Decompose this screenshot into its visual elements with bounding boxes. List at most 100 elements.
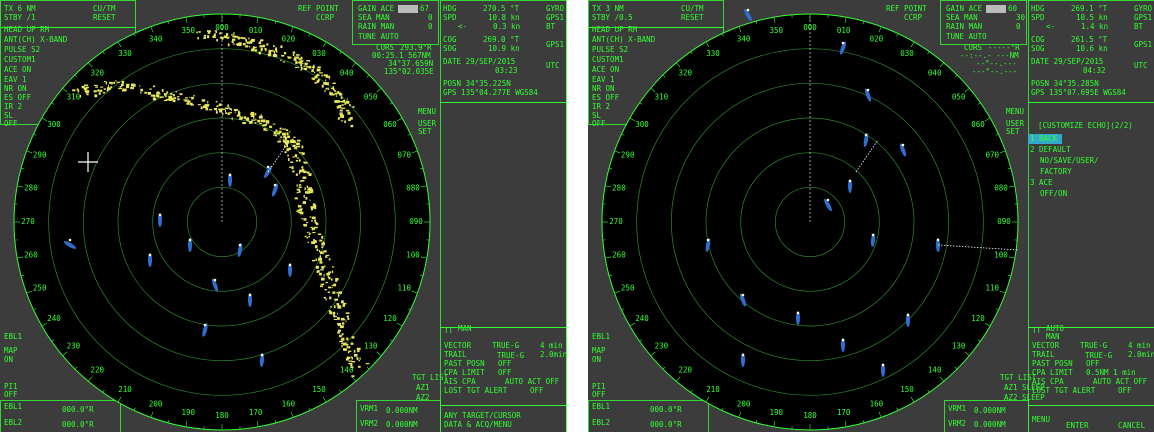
land-echo bbox=[294, 56, 296, 59]
land-echo bbox=[341, 107, 346, 109]
label-item1[interactable]: 1 BACK bbox=[1030, 134, 1058, 143]
land-echo bbox=[347, 351, 350, 354]
land-echo bbox=[280, 45, 283, 49]
land-echo bbox=[301, 152, 305, 155]
bearing-label: 100 bbox=[994, 251, 1008, 260]
label-vrm2-val: 0.000NM bbox=[386, 420, 418, 429]
land-echo bbox=[293, 136, 296, 138]
label-curs-brg: -----°R bbox=[988, 43, 1020, 52]
land-echo bbox=[344, 120, 346, 124]
land-echo bbox=[332, 291, 336, 294]
land-echo bbox=[308, 235, 310, 238]
land-echo bbox=[337, 323, 341, 327]
land-echo bbox=[196, 31, 198, 34]
label-item2[interactable]: 2 DEFAULT bbox=[1030, 145, 1071, 154]
land-echo bbox=[287, 158, 290, 162]
bearing-scale-tick bbox=[639, 102, 643, 105]
land-echo bbox=[236, 114, 241, 117]
label-utc: UTC bbox=[1134, 61, 1148, 70]
label-drift: <- bbox=[458, 22, 467, 31]
label-set[interactable]: SET bbox=[418, 127, 432, 136]
land-echo bbox=[334, 298, 339, 301]
land-echo bbox=[279, 138, 281, 140]
label-tgt-list[interactable]: TGT LIST bbox=[412, 373, 449, 382]
bearing-scale-tick bbox=[88, 62, 93, 68]
land-echo bbox=[172, 99, 176, 103]
land-echo bbox=[323, 296, 327, 299]
land-echo bbox=[251, 119, 255, 121]
land-echo bbox=[84, 84, 89, 86]
land-echo bbox=[313, 71, 316, 74]
land-echo bbox=[232, 35, 237, 38]
label-user[interactable]: USER bbox=[418, 119, 437, 128]
label-menu[interactable]: MENU bbox=[418, 107, 436, 116]
label-tt-mode: MAN bbox=[458, 324, 472, 333]
land-echo bbox=[338, 105, 342, 108]
land-echo bbox=[299, 208, 303, 210]
label-enter[interactable]: ENTER bbox=[1066, 421, 1089, 430]
target-head bbox=[848, 179, 852, 183]
label-map-on: ON bbox=[4, 355, 13, 364]
label-spd-val: 10.8 kn bbox=[488, 13, 520, 22]
land-echo bbox=[290, 139, 293, 143]
bearing-label: 270 bbox=[21, 217, 35, 226]
land-echo bbox=[299, 60, 303, 64]
target-echo bbox=[202, 323, 208, 337]
bearing-scale-tick bbox=[376, 88, 382, 93]
land-echo bbox=[337, 317, 340, 320]
label-ais-val: AUTO ACT OFF bbox=[1093, 377, 1148, 386]
land-echo bbox=[221, 108, 226, 110]
land-echo bbox=[327, 291, 331, 294]
bearing-scale-tick bbox=[26, 290, 33, 294]
land-echo bbox=[242, 121, 246, 125]
label-drift-val: 0.3 kn bbox=[493, 22, 520, 31]
label-cancel[interactable]: CANCEL bbox=[1118, 421, 1146, 430]
bearing-label: 220 bbox=[91, 366, 105, 375]
bearing-scale-tick bbox=[366, 366, 370, 370]
land-echo bbox=[111, 83, 113, 85]
label-tt-mode2: MAN bbox=[1046, 332, 1060, 341]
land-echo bbox=[246, 117, 250, 120]
land-echo bbox=[258, 115, 263, 119]
land-echo bbox=[293, 140, 296, 144]
land-echo bbox=[314, 81, 317, 84]
bearing-scale-tick bbox=[705, 41, 710, 48]
label-gain-val: 60 bbox=[1008, 4, 1018, 13]
label-item3[interactable]: 3 ACE bbox=[1030, 178, 1053, 187]
label-ebl2: EBL2 bbox=[592, 418, 610, 427]
land-echo bbox=[99, 86, 104, 88]
bearing-label: 340 bbox=[737, 35, 751, 44]
land-echo bbox=[326, 272, 329, 276]
land-echo bbox=[311, 227, 316, 230]
land-echo bbox=[345, 100, 350, 104]
land-echo bbox=[337, 91, 339, 94]
label-menu[interactable]: MENU bbox=[1006, 107, 1024, 116]
label-menu-b[interactable]: MENU bbox=[1032, 415, 1050, 424]
label-pi1: PI1 bbox=[592, 382, 606, 391]
land-echo bbox=[121, 89, 126, 92]
land-echo bbox=[342, 304, 345, 307]
land-echo bbox=[311, 220, 313, 222]
land-echo bbox=[338, 291, 343, 294]
bearing-label: 030 bbox=[900, 49, 914, 58]
land-echo bbox=[345, 320, 347, 322]
label-tgt-list[interactable]: TGT LIST bbox=[1000, 373, 1037, 382]
bearing-label: 010 bbox=[837, 26, 851, 35]
label-sog-val: 10.6 kn bbox=[1076, 44, 1108, 53]
bearing-scale-tick bbox=[396, 322, 403, 327]
land-echo bbox=[190, 104, 194, 106]
land-echo bbox=[189, 96, 191, 99]
land-echo bbox=[312, 203, 316, 206]
label-set[interactable]: SET bbox=[1006, 127, 1020, 136]
land-echo bbox=[365, 363, 370, 365]
target-head bbox=[881, 363, 885, 367]
bearing-scale-tick bbox=[41, 322, 48, 327]
land-echo bbox=[324, 265, 326, 268]
land-echo bbox=[229, 108, 232, 111]
label-map: MAP bbox=[4, 346, 18, 355]
land-echo bbox=[326, 82, 329, 85]
land-echo bbox=[340, 345, 343, 347]
label-user[interactable]: USER bbox=[1006, 119, 1025, 128]
land-echo bbox=[341, 300, 344, 304]
land-echo bbox=[222, 112, 224, 116]
